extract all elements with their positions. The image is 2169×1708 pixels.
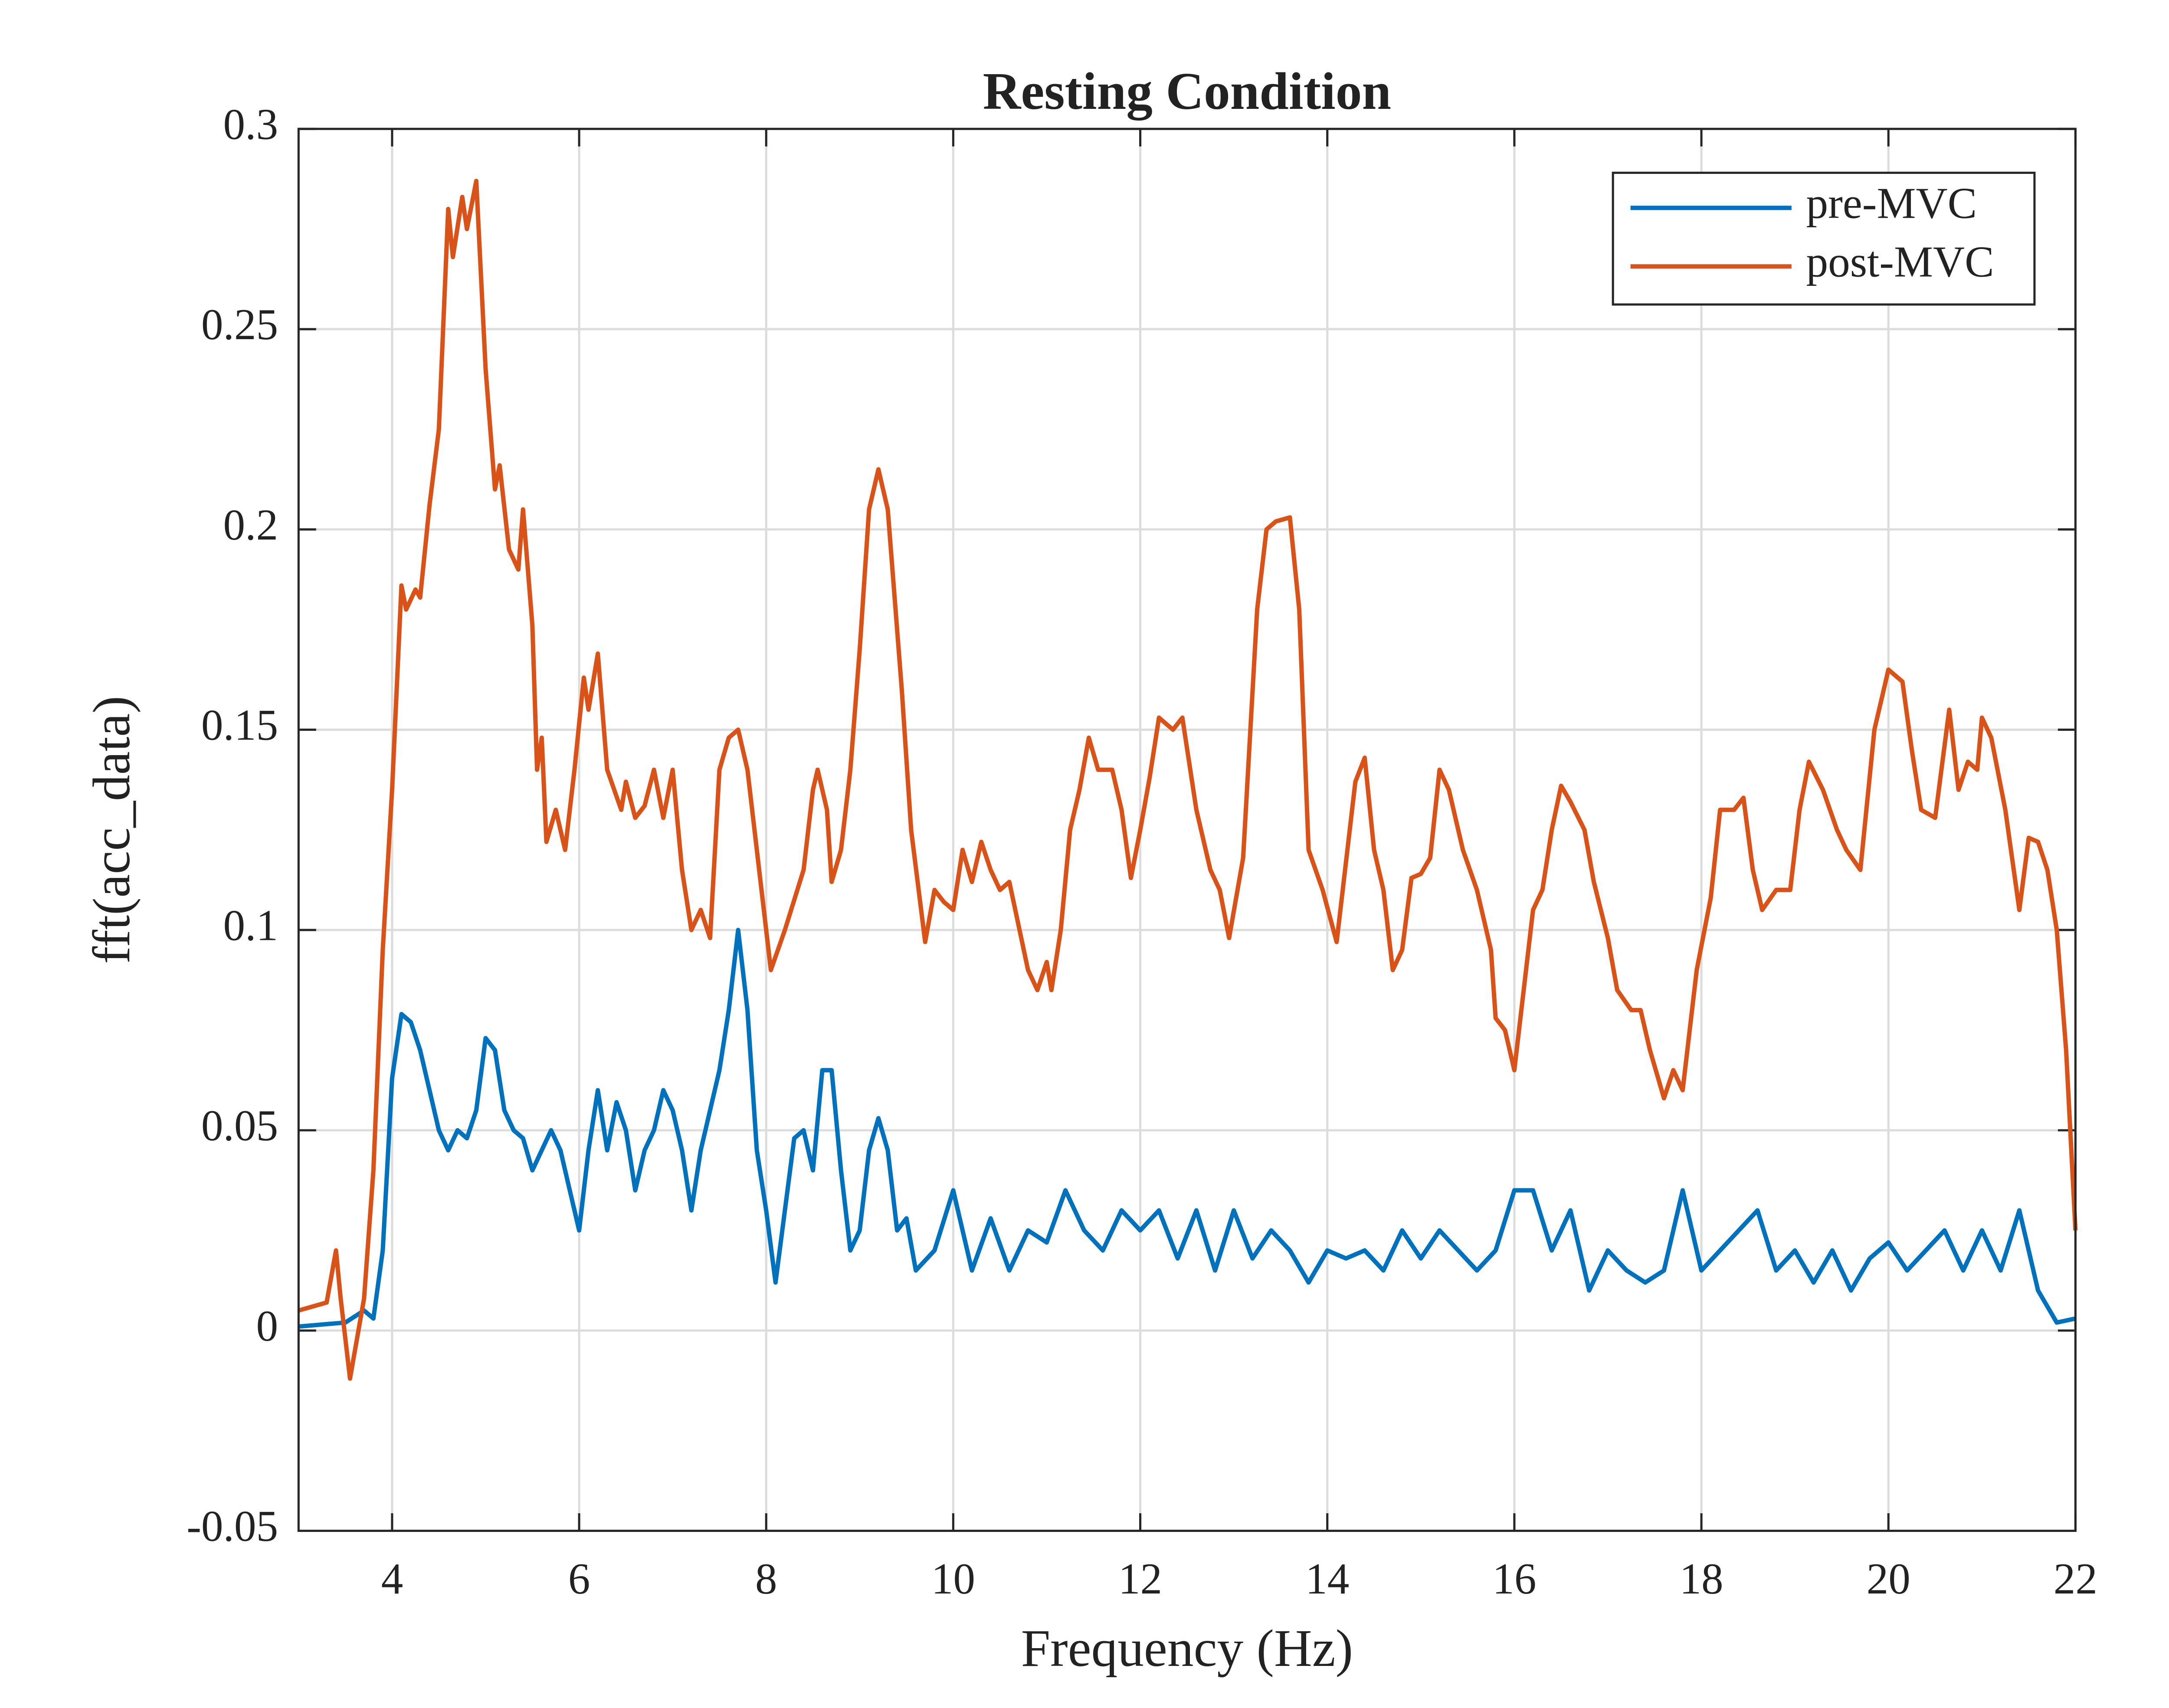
x-tick-label: 8 (755, 1554, 777, 1603)
plot-frame (297, 128, 2077, 1532)
x-tick-label: 12 (1118, 1554, 1162, 1603)
y-tick-label: 0.1 (223, 901, 278, 949)
legend-label: pre-MVC (1806, 179, 1977, 228)
y-axis-label: fft(acc_data) (83, 696, 141, 964)
x-tick-label: 4 (381, 1554, 403, 1603)
y-tick-label: 0.2 (223, 501, 278, 549)
x-tick-label: 14 (1305, 1554, 1349, 1603)
chart-title: Resting Condition (983, 62, 1391, 121)
y-tick-label: 0.05 (201, 1101, 278, 1150)
series-line (298, 179, 2078, 1381)
series-line (298, 928, 2076, 1329)
y-tick-label: -0.05 (187, 1502, 278, 1551)
legend-box (1612, 171, 2036, 306)
legend-label: post-MVC (1806, 238, 1994, 286)
x-tick-label: 20 (1867, 1554, 1910, 1603)
x-tick-label: 10 (931, 1554, 975, 1603)
y-tick-label: 0.3 (223, 100, 278, 148)
x-tick-label: 22 (2054, 1554, 2097, 1603)
x-tick-label: 6 (568, 1554, 590, 1603)
y-tick-label: 0.15 (201, 701, 278, 749)
x-axis-label: Frequency (Hz) (1021, 1620, 1353, 1678)
y-tick-label: 0 (256, 1302, 278, 1350)
x-tick-label: 18 (1679, 1554, 1723, 1603)
x-tick-label: 16 (1492, 1554, 1536, 1603)
y-tick-label: 0.25 (201, 300, 278, 349)
plot-area (298, 129, 2076, 1531)
